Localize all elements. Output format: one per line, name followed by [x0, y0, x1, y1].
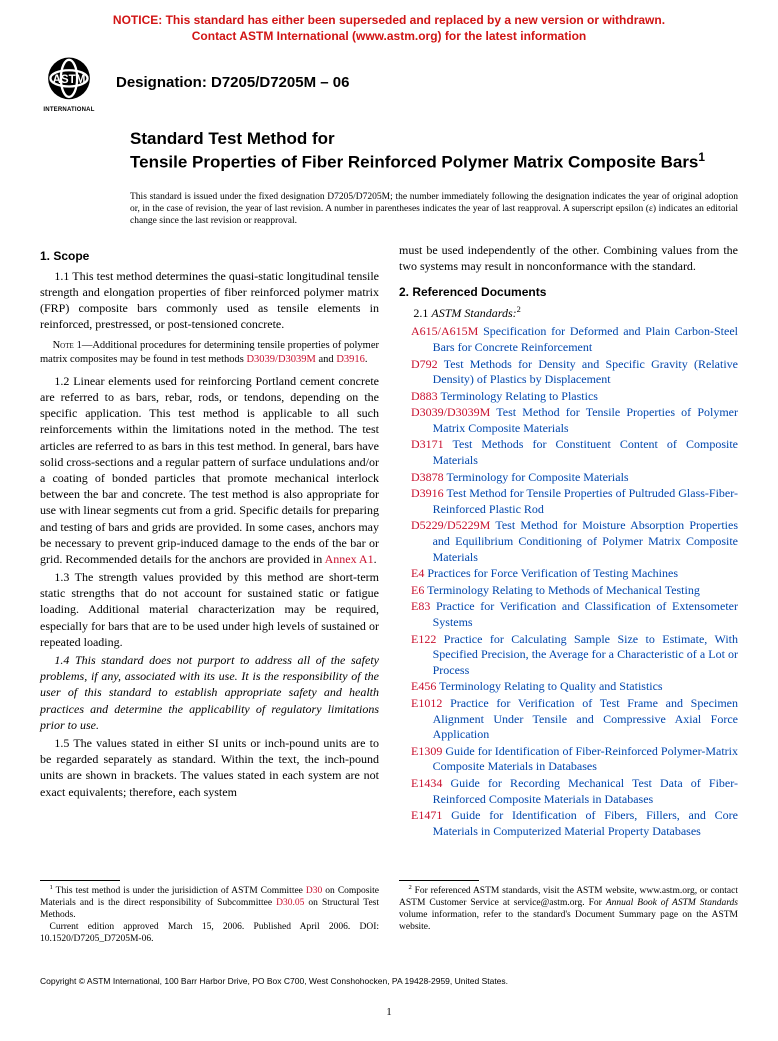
reference-title[interactable]: Terminology Relating to Quality and Stat…: [439, 679, 662, 693]
reference-title[interactable]: Guide for Identification of Fiber-Reinfo…: [433, 744, 738, 774]
reference-code[interactable]: E122: [411, 632, 436, 646]
reference-item: D883 Terminology Relating to Plastics: [399, 389, 738, 405]
reference-title[interactable]: Terminology Relating to Methods of Mecha…: [427, 583, 700, 597]
reference-item: E1434 Guide for Recording Mechanical Tes…: [399, 776, 738, 807]
reference-code[interactable]: E83: [411, 599, 430, 613]
reference-list: A615/A615M Specification for Deformed an…: [399, 324, 738, 839]
link-annex-a1[interactable]: Annex A1: [325, 552, 374, 566]
designation-text: Designation: D7205/D7205M – 06: [116, 73, 349, 93]
footnote-1: 1 This test method is under the jurisidi…: [40, 884, 379, 922]
reference-title[interactable]: Terminology Relating to Plastics: [440, 389, 597, 403]
reference-title[interactable]: Guide for Recording Mechanical Test Data…: [433, 776, 738, 806]
notice-banner: NOTICE: This standard has either been su…: [0, 0, 778, 50]
reference-code[interactable]: D5229/D5229M: [411, 518, 490, 532]
reference-item: D3878 Terminology for Composite Material…: [399, 470, 738, 486]
footnote-rule-right: [399, 880, 479, 881]
para-1-4: 1.4 This standard does not purport to ad…: [40, 652, 379, 733]
copyright-line: Copyright © ASTM International, 100 Barr…: [0, 946, 778, 993]
reference-title[interactable]: Guide for Identification of Fibers, Fill…: [433, 808, 738, 838]
astm-logo: ASTM INTERNATIONAL: [40, 54, 98, 112]
reference-item: D792 Test Methods for Density and Specif…: [399, 357, 738, 388]
notice-line2: Contact ASTM International (www.astm.org…: [192, 29, 586, 43]
title-block: Standard Test Method for Tensile Propert…: [0, 128, 778, 180]
footnote-rule-left: [40, 880, 120, 881]
link-d3916[interactable]: D3916: [336, 354, 365, 365]
reference-title[interactable]: Practices for Force Verification of Test…: [427, 566, 678, 580]
reference-item: E83 Practice for Verification and Classi…: [399, 599, 738, 630]
para-1-5: 1.5 The values stated in either SI units…: [40, 735, 379, 800]
reference-code[interactable]: E1434: [411, 776, 442, 790]
link-d30-05[interactable]: D30.05: [276, 898, 304, 908]
para-1-5-cont: must be used independently of the other.…: [399, 242, 738, 274]
reference-code[interactable]: E1309: [411, 744, 442, 758]
reference-code[interactable]: E6: [411, 583, 424, 597]
page-number: 1: [0, 993, 778, 1040]
reference-item: E1471 Guide for Identification of Fibers…: [399, 808, 738, 839]
reference-item: D3039/D3039M Test Method for Tensile Pro…: [399, 405, 738, 436]
reference-code[interactable]: A615/A615M: [411, 324, 478, 338]
reference-item: E456 Terminology Relating to Quality and…: [399, 679, 738, 695]
reference-code[interactable]: E4: [411, 566, 424, 580]
footnote-left: 1 This test method is under the jurisidi…: [40, 880, 379, 946]
reference-title[interactable]: Test Method for Tensile Properties of Pu…: [433, 486, 738, 516]
para-1-3: 1.3 The strength values provided by this…: [40, 569, 379, 650]
body-columns: 1. Scope 1.1 This test method determines…: [0, 242, 778, 841]
reference-code[interactable]: D3039/D3039M: [411, 405, 490, 419]
reference-title[interactable]: Practice for Verification of Test Frame …: [433, 696, 738, 741]
refdocs-heading: 2. Referenced Documents: [399, 284, 738, 300]
notice-line1: NOTICE: This standard has either been su…: [113, 13, 665, 27]
reference-item: E4 Practices for Force Verification of T…: [399, 566, 738, 582]
reference-code[interactable]: D792: [411, 357, 438, 371]
reference-item: A615/A615M Specification for Deformed an…: [399, 324, 738, 355]
link-d3039[interactable]: D3039/D3039M: [246, 354, 315, 365]
reference-code[interactable]: E1471: [411, 808, 442, 822]
reference-item: D3916 Test Method for Tensile Properties…: [399, 486, 738, 517]
note-1: Note 1—Additional procedures for determi…: [40, 339, 379, 367]
logo-subtext: INTERNATIONAL: [40, 106, 98, 114]
left-column: 1. Scope 1.1 This test method determines…: [40, 242, 379, 841]
title-main: Tensile Properties of Fiber Reinforced P…: [130, 150, 738, 173]
reference-item: D5229/D5229M Test Method for Moisture Ab…: [399, 518, 738, 565]
reference-item: E1012 Practice for Verification of Test …: [399, 696, 738, 743]
link-d30[interactable]: D30: [306, 886, 322, 896]
reference-item: E122 Practice for Calculating Sample Siz…: [399, 632, 738, 679]
reference-code[interactable]: D883: [411, 389, 438, 403]
reference-item: E1309 Guide for Identification of Fiber-…: [399, 744, 738, 775]
issuance-note: This standard is issued under the fixed …: [0, 181, 778, 242]
reference-code[interactable]: D3878: [411, 470, 444, 484]
reference-title[interactable]: Test Methods for Constituent Content of …: [433, 437, 738, 467]
reference-code[interactable]: D3916: [411, 486, 444, 500]
reference-title[interactable]: Test Methods for Density and Specific Gr…: [433, 357, 738, 387]
footnote-1b: Current edition approved March 15, 2006.…: [40, 922, 379, 946]
footnote-2: 2 For referenced ASTM standards, visit t…: [399, 884, 738, 934]
title-prefix: Standard Test Method for: [130, 128, 738, 149]
para-1-1: 1.1 This test method determines the quas…: [40, 268, 379, 333]
para-1-2: 1.2 Linear elements used for reinforcing…: [40, 373, 379, 567]
reference-code[interactable]: E1012: [411, 696, 442, 710]
subhead-2-1: 2.1 ASTM Standards:2: [399, 304, 738, 321]
right-column: must be used independently of the other.…: [399, 242, 738, 841]
reference-code[interactable]: D3171: [411, 437, 444, 451]
footnote-right: 2 For referenced ASTM standards, visit t…: [399, 880, 738, 946]
reference-item: E6 Terminology Relating to Methods of Me…: [399, 583, 738, 599]
header-row: ASTM INTERNATIONAL Designation: D7205/D7…: [0, 50, 778, 128]
footnotes: 1 This test method is under the jurisidi…: [0, 880, 778, 946]
reference-title[interactable]: Practice for Calculating Sample Size to …: [433, 632, 738, 677]
reference-title[interactable]: Terminology for Composite Materials: [446, 470, 628, 484]
svg-text:ASTM: ASTM: [53, 73, 86, 86]
reference-code[interactable]: E456: [411, 679, 436, 693]
reference-item: D3171 Test Methods for Constituent Conte…: [399, 437, 738, 468]
reference-title[interactable]: Specification for Deformed and Plain Car…: [433, 324, 738, 354]
reference-title[interactable]: Practice for Verification and Classifica…: [433, 599, 738, 629]
scope-heading: 1. Scope: [40, 248, 379, 264]
